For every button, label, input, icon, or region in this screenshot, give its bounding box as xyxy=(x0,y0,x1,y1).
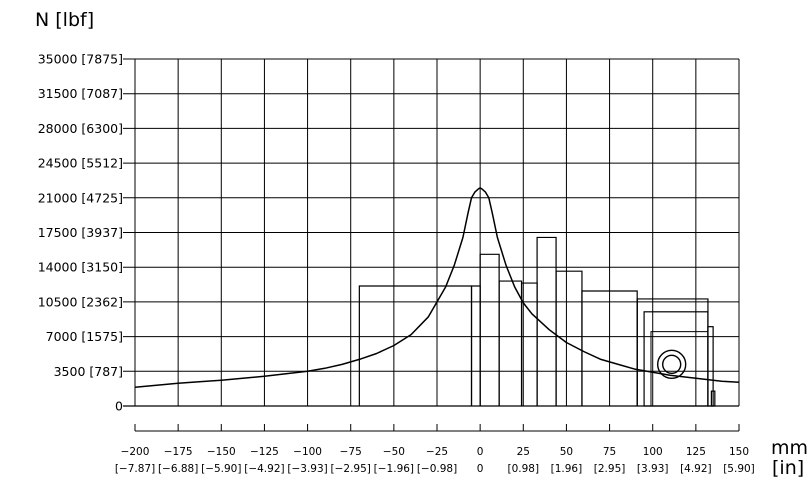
x-tick-label-alt: 0 xyxy=(477,463,484,475)
x-tick-label: 25 xyxy=(517,446,530,458)
x-tick-label-alt: [−4.92] xyxy=(244,463,284,475)
x-axis-ticks: −200 [−7.87] −175 [−6.88] −150 [−5.90] −125 [−4… xyxy=(115,424,755,475)
x-tick-label: −50 xyxy=(383,446,405,458)
x-tick-label-alt: [−2.95] xyxy=(331,463,371,475)
y-axis-ticks: 0 3500 [787] 7000 [1575] 10500 [2362] 14000 … xyxy=(38,52,123,414)
x-tick-label: 150 xyxy=(729,446,749,458)
outline-segment xyxy=(470,285,481,406)
motor-housing xyxy=(643,311,709,407)
x-tick-label: 50 xyxy=(560,446,573,458)
y-tick-label: 10500 [2362] xyxy=(38,294,123,309)
x-tick-label: 75 xyxy=(603,446,616,458)
x-tick-label-alt: [2.95] xyxy=(594,463,626,475)
x-tick-label: 0 xyxy=(477,446,484,458)
x-tick-label: −75 xyxy=(340,446,362,458)
motor-shaft-inner xyxy=(661,354,682,375)
product-outline xyxy=(358,236,716,407)
x-tick-label-alt: [1.96] xyxy=(551,463,583,475)
x-unit-label-alt: [in] xyxy=(772,457,804,479)
x-unit-label: mm xyxy=(771,437,807,459)
y-tick-label: 14000 [3150] xyxy=(38,260,123,275)
y-tick-label: 7000 [1575] xyxy=(46,329,123,344)
x-tick-label-alt: [3.93] xyxy=(637,463,669,475)
x-tick-label: −25 xyxy=(426,446,448,458)
y-tick-label: 17500 [3937] xyxy=(38,225,123,240)
y-unit-label: N [lbf] xyxy=(35,9,94,31)
y-tick-label: 35000 [7875] xyxy=(38,52,123,67)
grid xyxy=(123,58,740,407)
force-curve xyxy=(134,187,740,388)
end-cap xyxy=(707,326,714,407)
motor-shaft-outer xyxy=(656,349,687,380)
x-tick-label: −200 xyxy=(121,446,150,458)
x-tick-label: 125 xyxy=(686,446,706,458)
x-tick-label: −150 xyxy=(207,446,236,458)
y-tick-label: 31500 [7087] xyxy=(38,86,123,101)
x-tick-label-alt: [−0.98] xyxy=(417,463,457,475)
outline-segment xyxy=(636,298,709,406)
x-tick-label-alt: [−7.87] xyxy=(115,463,155,475)
y-tick-label: 24500 [5512] xyxy=(38,156,123,171)
x-tick-label-alt: [−5.90] xyxy=(201,463,241,475)
outline-segment xyxy=(498,280,523,406)
y-tick-label: 0 xyxy=(115,399,123,414)
x-tick-label-alt: [−1.96] xyxy=(374,463,414,475)
x-tick-label: −175 xyxy=(164,446,193,458)
y-tick-label: 28000 [6300] xyxy=(38,121,123,136)
x-tick-label-alt: [−6.88] xyxy=(158,463,198,475)
x-tick-label: −125 xyxy=(250,446,279,458)
x-tick-label-alt: [5.90] xyxy=(723,463,755,475)
x-tick-label: −100 xyxy=(293,446,322,458)
outline-segment xyxy=(479,253,500,406)
x-tick-label-alt: [−3.93] xyxy=(287,463,327,475)
x-tick-label-alt: [0.98] xyxy=(507,463,539,475)
outline-segment xyxy=(358,285,473,406)
y-tick-label: 21000 [4725] xyxy=(38,190,123,205)
y-tick-label: 3500 [787] xyxy=(54,364,123,379)
x-tick-label: 100 xyxy=(643,446,663,458)
force-curve-line xyxy=(134,187,740,388)
x-tick-label-alt: [4.92] xyxy=(680,463,712,475)
end-pin xyxy=(710,390,716,407)
